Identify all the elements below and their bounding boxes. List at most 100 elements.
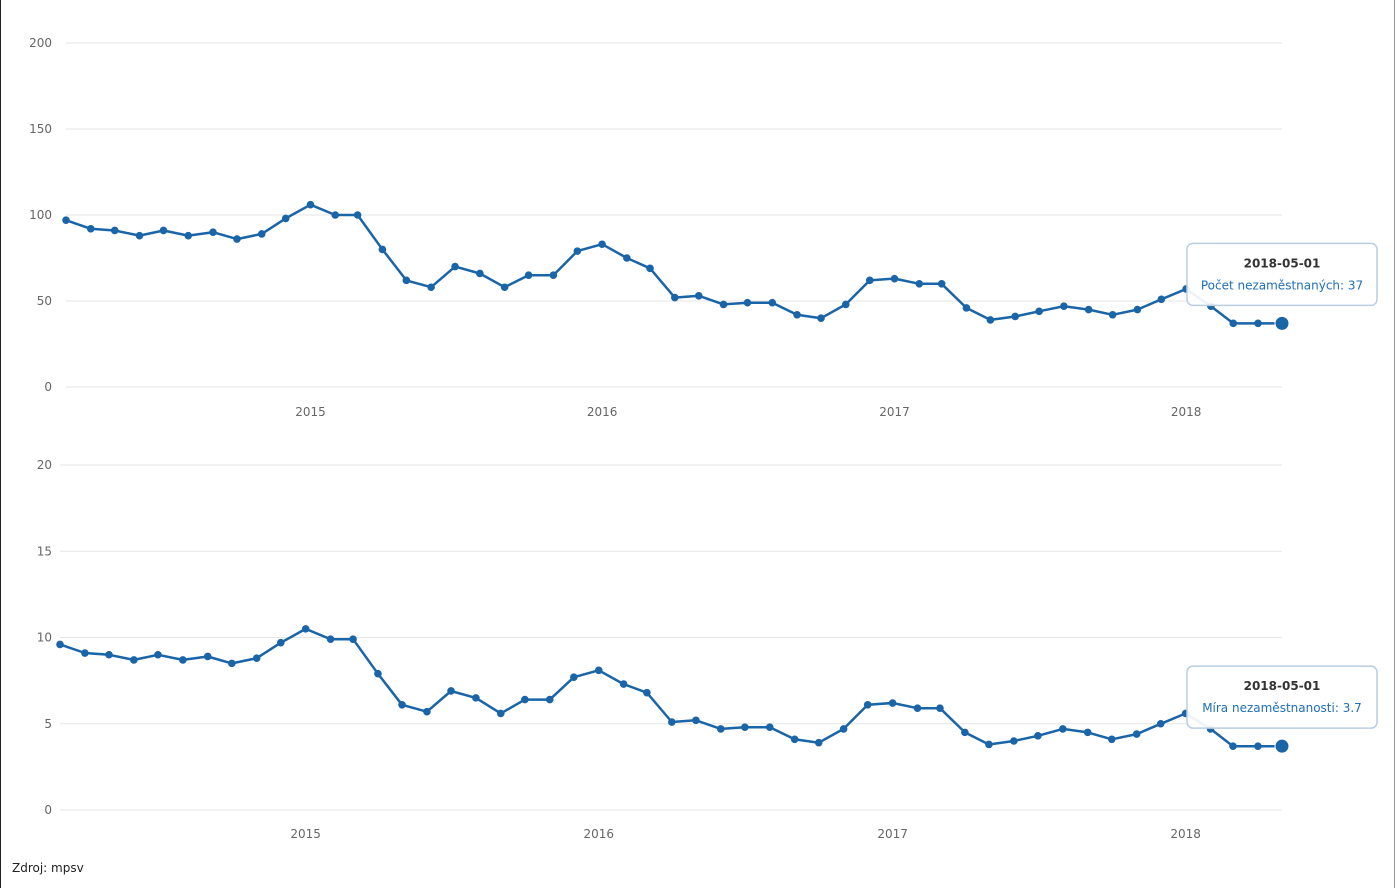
- data-point: [159, 226, 168, 235]
- data-point: [1035, 307, 1043, 316]
- tooltip-value: Počet nezaměstnaných: 37: [1201, 278, 1363, 292]
- data-point: [646, 264, 654, 273]
- data-point: [1133, 305, 1142, 314]
- data-point: [130, 656, 138, 664]
- data-point: [1084, 305, 1093, 314]
- data-point: [890, 274, 899, 283]
- data-point: [451, 262, 459, 271]
- data-point: [1229, 319, 1238, 328]
- data-point: [961, 728, 969, 737]
- data-point: [1108, 310, 1117, 319]
- data-point: [915, 280, 924, 288]
- data-point: [56, 640, 64, 649]
- data-point: [233, 235, 241, 243]
- data-point: [154, 650, 162, 659]
- data-point: [670, 293, 679, 302]
- data-point: [447, 687, 455, 695]
- data-point: [306, 200, 315, 209]
- y-tick-label: 50: [37, 294, 52, 308]
- data-point: [179, 656, 187, 664]
- data-point: [985, 740, 993, 749]
- data-point: [594, 666, 603, 675]
- tooltip-date: 2018-05-01: [1244, 679, 1321, 693]
- data-point: [257, 230, 266, 238]
- data-point: [496, 709, 505, 718]
- data-point: [888, 699, 897, 707]
- data-point: [402, 276, 411, 285]
- x-tick-label: 2017: [877, 827, 908, 841]
- tooltip: 2018-05-01 Míra nezaměstnanosti: 3.7: [1186, 665, 1378, 729]
- data-point: [81, 649, 89, 657]
- data-point: [865, 276, 874, 285]
- data-point: [937, 280, 946, 288]
- y-tick-label: 0: [44, 380, 52, 394]
- data-point: [694, 292, 703, 300]
- data-point: [619, 680, 628, 688]
- tooltip: 2018-05-01 Počet nezaměstnaných: 37: [1186, 242, 1378, 307]
- data-point: [331, 211, 340, 219]
- highlighted-point: [1274, 738, 1290, 754]
- data-point: [790, 735, 799, 744]
- data-point: [326, 635, 335, 644]
- data-point: [500, 283, 509, 292]
- data-point: [378, 245, 387, 254]
- data-point: [814, 738, 823, 747]
- data-point: [841, 300, 850, 309]
- data-point: [741, 723, 749, 731]
- tooltip-box: [1186, 665, 1378, 729]
- data-point: [1229, 742, 1237, 750]
- data-point: [668, 718, 676, 726]
- x-tick-label: 2017: [879, 405, 910, 419]
- highlighted-point: [1274, 315, 1290, 331]
- data-point: [743, 298, 752, 307]
- data-point: [573, 247, 582, 255]
- data-point: [623, 254, 631, 262]
- source-label: Zdroj: mpsv: [12, 861, 84, 875]
- data-point: [62, 216, 70, 224]
- data-point: [570, 673, 578, 681]
- data-point: [839, 725, 848, 733]
- x-tick-label: 2016: [583, 827, 614, 841]
- data-point: [913, 704, 922, 713]
- data-point: [1083, 728, 1092, 737]
- y-tick-label: 15: [37, 544, 52, 558]
- data-point: [281, 214, 290, 223]
- data-point: [276, 638, 285, 647]
- chart-panel-2: 0 5 10 15 20 2015 2016 2017 2018 2018-05-01 Míra n…: [37, 458, 1378, 841]
- data-point: [817, 314, 825, 323]
- data-point: [598, 240, 606, 249]
- y-tick-label: 100: [29, 208, 52, 222]
- data-point: [252, 654, 261, 662]
- data-point: [1254, 742, 1262, 750]
- tooltip-date: 2018-05-01: [1244, 256, 1321, 270]
- data-point: [1157, 295, 1166, 304]
- x-tick-label: 2015: [295, 405, 326, 419]
- data-point: [1011, 312, 1019, 321]
- x-tick-label: 2018: [1170, 827, 1201, 841]
- y-tick-label: 5: [44, 717, 52, 731]
- data-point: [768, 298, 777, 307]
- data-point: [1034, 732, 1042, 740]
- data-point: [1254, 319, 1262, 328]
- data-point: [1156, 719, 1165, 728]
- data-point: [962, 304, 971, 312]
- data-point: [521, 695, 529, 704]
- data-point: [423, 707, 431, 716]
- data-point: [719, 300, 728, 309]
- data-point: [301, 625, 310, 633]
- data-point: [110, 226, 119, 235]
- data-point: [398, 700, 406, 709]
- series-line: [65, 203, 1282, 325]
- data-point: [1059, 725, 1067, 733]
- data-point: [545, 695, 554, 704]
- data-point: [203, 652, 212, 661]
- data-point: [793, 310, 801, 319]
- data-point: [427, 283, 435, 292]
- data-point: [86, 224, 95, 233]
- x-tick-label: 2016: [587, 405, 618, 419]
- data-point: [476, 269, 484, 278]
- data-point: [135, 231, 144, 240]
- y-tick-label: 20: [37, 458, 52, 472]
